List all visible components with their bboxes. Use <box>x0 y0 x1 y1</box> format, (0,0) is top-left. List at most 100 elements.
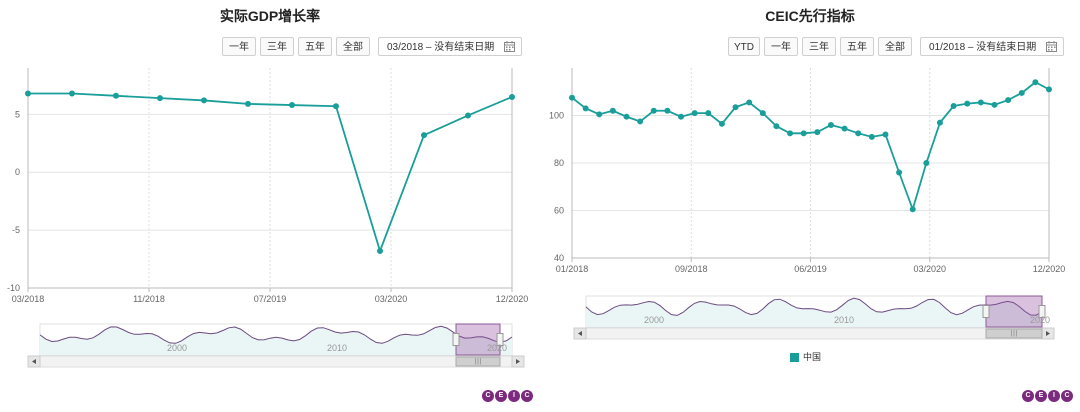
data-point <box>732 104 739 111</box>
data-point <box>827 122 834 128</box>
data-point <box>596 111 603 118</box>
data-point <box>800 130 807 137</box>
navigator-handle-right <box>1038 305 1046 318</box>
navigator-label: 2010 <box>327 343 347 353</box>
x-tick-label: 01/2018 <box>556 264 589 274</box>
data-point <box>245 100 251 107</box>
scroll-left-arrow-icon <box>32 359 36 364</box>
range-button-1y[interactable]: 一年 <box>764 37 798 56</box>
y-tick-label: -10 <box>7 283 20 293</box>
data-point <box>964 100 971 107</box>
data-point <box>977 99 984 106</box>
range-button-5y[interactable]: 五年 <box>840 37 874 56</box>
x-tick-label: 03/2018 <box>12 294 45 304</box>
navigator-area <box>586 298 1042 327</box>
data-point <box>289 102 295 109</box>
data-point <box>377 247 383 254</box>
scrollbar-track <box>27 355 525 368</box>
data-point <box>896 169 903 176</box>
x-tick-label: 11/2018 <box>133 294 165 304</box>
data-point <box>773 123 780 130</box>
scrollbar-grip: III <box>474 357 482 367</box>
date-range-text: 01/2018 – 没有结束日期 <box>929 42 1037 53</box>
calendar-icon[interactable] <box>504 41 515 52</box>
date-range-field[interactable]: 03/2018 – 没有结束日期 <box>378 37 522 56</box>
navigator-handle-right <box>496 333 504 346</box>
data-point <box>950 103 957 109</box>
data-point <box>569 94 575 101</box>
y-tick-label: 80 <box>554 158 564 168</box>
data-point <box>157 95 163 102</box>
data-point <box>882 131 889 138</box>
data-point <box>814 129 821 136</box>
data-point <box>718 120 725 127</box>
data-point <box>1046 86 1052 93</box>
x-tick-label: 06/2019 <box>794 264 827 274</box>
calendar-icon[interactable] <box>1046 41 1057 52</box>
y-tick-label: 100 <box>549 111 564 121</box>
legend-swatch <box>790 353 799 363</box>
scroll-right-arrow-icon <box>516 359 520 364</box>
data-point <box>705 110 712 117</box>
data-point <box>1018 89 1025 96</box>
range-button-ytd[interactable]: YTD <box>728 37 760 56</box>
data-point <box>991 101 998 108</box>
data-point <box>582 105 589 112</box>
data-point <box>841 125 848 132</box>
data-point <box>509 93 515 100</box>
y-tick-label: 0 <box>15 167 20 177</box>
navigator-label: 2010 <box>834 315 854 325</box>
range-button-all[interactable]: 全部 <box>336 37 370 56</box>
data-point <box>909 206 916 213</box>
legend-label: 中国 <box>803 352 822 362</box>
data-point <box>787 130 794 137</box>
scrollbar-thumb <box>455 356 501 367</box>
navigator-line <box>39 325 513 344</box>
data-point <box>691 110 698 117</box>
legend[interactable]: 中国 <box>790 350 821 363</box>
x-tick-label: 09/2018 <box>675 264 708 274</box>
chart-title: CEIC先行指标 <box>765 8 855 24</box>
x-tick-label: 03/2020 <box>913 264 946 274</box>
date-range-field[interactable]: 01/2018 – 没有结束日期 <box>920 37 1064 56</box>
leading-indicator-panel: CEIC先行指标 YTD 一年 三年 五年 全部 01/2018 – 没有结束日… <box>540 0 1080 412</box>
range-button-3y[interactable]: 三年 <box>802 37 836 56</box>
chart-title: 实际GDP增长率 <box>219 8 321 24</box>
range-button-all[interactable]: 全部 <box>878 37 912 56</box>
data-point <box>746 99 753 106</box>
data-point <box>855 130 862 137</box>
y-tick-label: -5 <box>12 225 20 235</box>
navigator-handle-left <box>982 305 990 318</box>
data-point <box>201 97 207 104</box>
data-point <box>759 110 766 117</box>
y-tick-label: 60 <box>554 206 564 216</box>
scroll-right-arrow-icon <box>1046 331 1050 336</box>
navigator-label: 2020 <box>1030 315 1050 325</box>
scrollbar-track <box>573 327 1055 340</box>
data-point <box>609 107 616 114</box>
data-point <box>465 112 471 119</box>
data-point <box>678 113 685 120</box>
data-point <box>936 119 943 126</box>
navigator-handle-left <box>452 333 460 346</box>
data-point <box>664 107 671 114</box>
date-range-text: 03/2018 – 没有结束日期 <box>387 42 495 53</box>
data-point <box>1005 97 1012 104</box>
range-button-1y[interactable]: 一年 <box>222 37 256 56</box>
data-point <box>25 90 31 97</box>
gdp-chart-panel: 实际GDP增长率 一年 三年 五年 全部 03/2018 – 没有结束日期 5 0… <box>7 8 534 402</box>
data-point <box>69 90 75 97</box>
data-point <box>113 92 119 99</box>
scrollbar-grip: III <box>1010 329 1018 339</box>
range-button-3y[interactable]: 三年 <box>260 37 294 56</box>
data-point <box>1032 79 1039 86</box>
range-button-5y[interactable]: 五年 <box>298 37 332 56</box>
data-point <box>923 160 930 166</box>
data-point <box>650 107 657 114</box>
data-point <box>333 103 339 110</box>
y-tick-label: 40 <box>554 253 564 263</box>
